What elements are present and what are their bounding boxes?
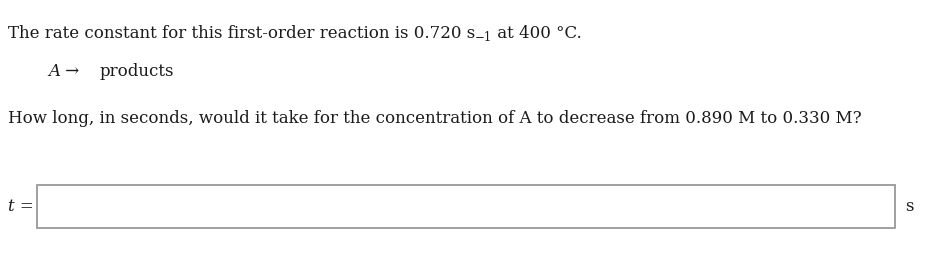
Text: →: → [60,63,84,80]
Text: −1: −1 [475,31,492,44]
Text: The rate constant for this first-order reaction is 0.720 s: The rate constant for this first-order r… [8,25,475,42]
Text: products: products [100,63,175,80]
Text: t =: t = [8,198,34,215]
Bar [37,185,895,228]
Text: s: s [905,198,913,215]
Text: How long, in seconds, would it take for the concentration of A to decrease from : How long, in seconds, would it take for … [8,110,862,127]
Text: at 400 °C.: at 400 °C. [492,25,582,42]
Text: A: A [48,63,60,80]
